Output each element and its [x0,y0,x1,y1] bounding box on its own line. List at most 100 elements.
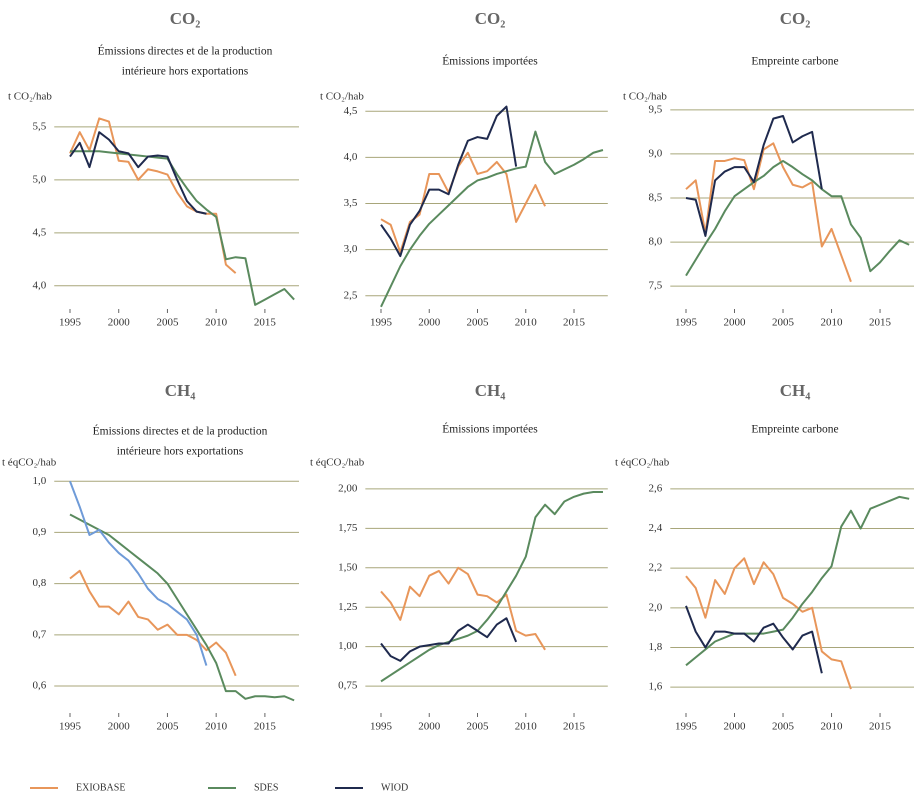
y-tick-label: 0,8 [33,577,47,589]
y-axis-label: t CO₂/hab [623,91,667,103]
x-tick-label: 2015 [254,721,277,733]
chart-subtitle: Émissions importées [442,422,538,436]
x-tick-label: 1995 [370,317,393,329]
x-tick-label: 2000 [108,317,131,329]
y-tick-label: 8,5 [649,192,663,204]
series-line [69,131,207,215]
series-line [380,130,604,308]
x-tick-label: 1995 [675,721,698,733]
y-tick-label: 4,0 [33,279,47,291]
series-line [685,557,852,690]
y-tick-label: 4,5 [33,226,47,238]
chart-title: CH₄ [780,381,811,400]
chart-subtitle: Émissions directes et de la production [93,424,268,438]
chart-title: CH₄ [475,381,506,400]
series-line [685,605,823,674]
y-tick-label: 1,50 [338,561,358,573]
x-tick-label: 2015 [869,721,892,733]
x-tick-label: 2010 [515,721,538,733]
y-tick-label: 0,75 [338,680,358,692]
series-line [69,117,237,274]
series-line [380,617,518,662]
series-line [69,513,295,702]
y-tick-label: 1,8 [649,641,663,653]
y-tick-label: 2,4 [649,522,663,534]
series-line [380,105,518,258]
chart-subtitle: intérieure hors exportations [122,66,249,78]
chart-subtitle: Empreinte carbone [751,56,838,68]
x-tick-label: 2010 [205,317,228,329]
series-line [685,142,852,283]
x-tick-label: 2005 [467,317,490,329]
x-tick-label: 2010 [821,317,844,329]
legend-label: SDES [254,782,278,793]
y-tick-label: 5,0 [33,173,47,185]
y-axis-label: t éqCO₂/hab [615,457,670,469]
y-tick-label: 2,00 [338,482,358,494]
y-axis-label: t éqCO₂/hab [310,457,365,469]
x-tick-label: 2000 [418,317,441,329]
x-tick-label: 2005 [772,721,795,733]
x-tick-label: 2005 [156,317,179,329]
y-tick-label: 1,0 [33,475,47,487]
series-line [685,114,823,237]
y-tick-label: 2,2 [649,562,663,574]
x-tick-label: 2000 [724,721,747,733]
x-tick-label: 1995 [675,317,698,329]
chart-title: CH₄ [165,381,196,400]
x-tick-label: 2005 [156,721,179,733]
x-tick-label: 2015 [563,721,586,733]
y-tick-label: 1,00 [338,640,358,652]
series-line [69,480,208,666]
x-tick-label: 2015 [563,317,586,329]
y-tick-label: 7,5 [649,280,663,292]
x-tick-label: 2005 [772,317,795,329]
x-tick-label: 2015 [869,317,892,329]
series-line [380,566,546,651]
chart-subtitle: Émissions importées [442,54,538,68]
y-tick-label: 1,6 [649,681,663,693]
y-tick-label: 5,5 [33,120,47,132]
x-tick-label: 1995 [59,317,82,329]
y-tick-label: 3,5 [344,197,358,209]
y-tick-label: 9,0 [649,147,663,159]
x-tick-label: 2005 [467,721,490,733]
y-tick-label: 2,6 [649,482,663,494]
y-axis-label: t éqCO₂/hab [2,457,57,469]
y-tick-label: 0,9 [33,526,47,538]
y-axis-label: t CO₂/hab [320,91,364,103]
x-tick-label: 2010 [205,721,228,733]
chart-subtitle: Émissions directes et de la production [98,44,273,58]
x-tick-label: 2000 [724,317,747,329]
series-line [380,491,603,683]
y-tick-label: 8,0 [649,236,663,248]
legend-label: WIOD [381,782,408,793]
y-axis-label: t CO₂/hab [8,91,52,103]
x-tick-label: 2000 [418,721,441,733]
y-tick-label: 4,5 [344,105,358,117]
x-tick-label: 2010 [515,317,538,329]
series-line [685,495,910,667]
chart-subtitle: Empreinte carbone [751,424,838,436]
x-tick-label: 1995 [370,721,393,733]
y-tick-label: 0,7 [33,628,47,640]
chart-title: CO₂ [170,9,201,28]
x-tick-label: 2015 [254,317,277,329]
x-tick-label: 2010 [821,721,844,733]
y-tick-label: 3,0 [344,243,358,255]
y-tick-label: 2,5 [344,289,358,301]
chart-title: CO₂ [475,9,506,28]
legend-label: EXIOBASE [76,782,125,793]
chart-subtitle: intérieure hors exportations [117,446,244,458]
y-tick-label: 9,5 [649,103,663,115]
x-tick-label: 1995 [59,721,82,733]
chart-title: CO₂ [780,9,811,28]
y-tick-label: 1,75 [338,522,358,534]
series-line [69,150,295,306]
series-line [685,159,910,277]
series-line [69,569,237,677]
x-tick-label: 2000 [108,721,131,733]
y-tick-label: 2,0 [649,601,663,613]
y-tick-label: 4,0 [344,151,358,163]
